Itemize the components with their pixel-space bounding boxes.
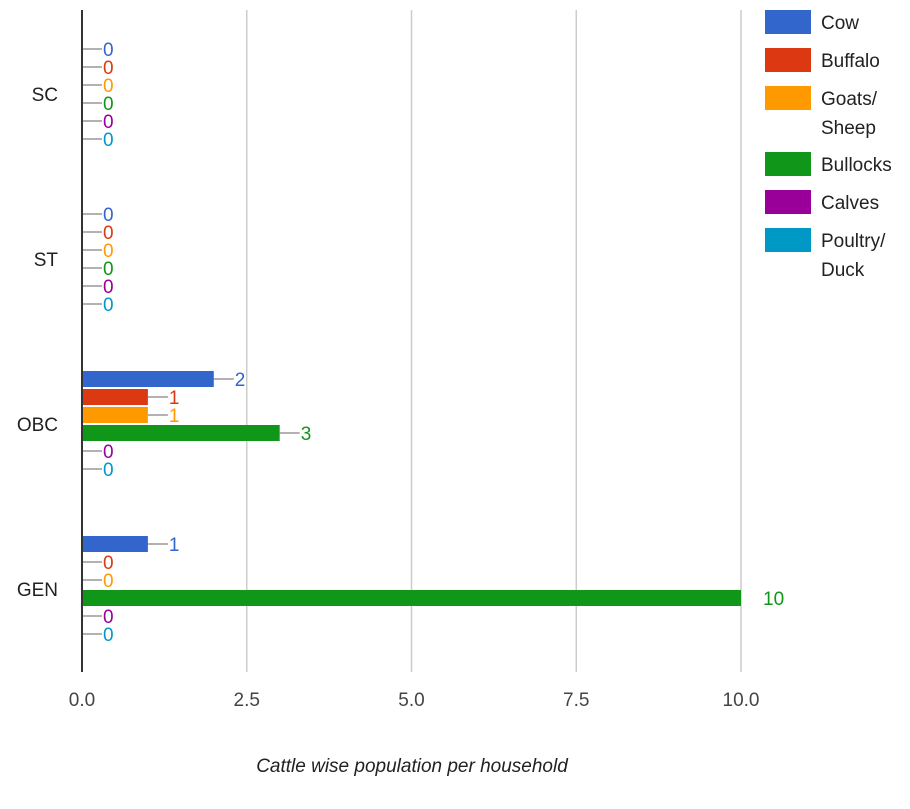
category-label: OBC — [17, 415, 58, 436]
legend-swatch — [765, 10, 811, 34]
category-label: SC — [32, 85, 58, 106]
category-label: GEN — [17, 580, 58, 601]
legend-label: Goats/ — [821, 89, 878, 110]
legend-swatch — [765, 190, 811, 214]
data-label: 1 — [169, 388, 180, 409]
bar[interactable] — [82, 536, 148, 552]
data-label: 0 — [103, 259, 114, 280]
legend[interactable]: Cow Buffalo Goats/Sheep Bullocks Calves Poult… — [765, 10, 892, 281]
data-label: 0 — [103, 205, 114, 226]
bar[interactable] — [82, 425, 280, 441]
legend-swatch — [765, 152, 811, 176]
category-label: ST — [34, 250, 59, 271]
legend-label: Bullocks — [821, 155, 892, 176]
x-axis-title: Cattle wise population per household — [256, 756, 569, 777]
legend-item[interactable]: Poultry/Duck — [765, 228, 886, 281]
data-label: 0 — [103, 442, 114, 463]
data-label: 3 — [301, 424, 312, 445]
legend-item[interactable]: Buffalo — [765, 48, 880, 72]
legend-label: Poultry/ — [821, 231, 886, 252]
bar[interactable] — [82, 407, 148, 423]
legend-label: Calves — [821, 193, 879, 214]
data-label: 0 — [103, 40, 114, 61]
data-label: 0 — [103, 112, 114, 133]
legend-label: Buffalo — [821, 51, 880, 72]
data-label: 0 — [103, 571, 114, 592]
legend-swatch — [765, 86, 811, 110]
legend-label: Sheep — [821, 118, 876, 139]
x-tick-label: 7.5 — [563, 690, 589, 711]
legend-item[interactable]: Goats/Sheep — [765, 86, 878, 139]
x-tick-label: 0.0 — [69, 690, 95, 711]
bar[interactable] — [82, 590, 741, 606]
data-label: 0 — [103, 625, 114, 646]
x-tick-label: 5.0 — [398, 690, 424, 711]
grid-lines — [246, 10, 742, 672]
data-label: 1 — [169, 406, 180, 427]
data-label: 0 — [103, 58, 114, 79]
x-tick-label: 10.0 — [723, 690, 760, 711]
data-label: 0 — [103, 76, 114, 97]
legend-item[interactable]: Cow — [765, 10, 859, 34]
data-label: 0 — [103, 94, 114, 115]
data-label: 0 — [103, 223, 114, 244]
bar[interactable] — [82, 371, 214, 387]
data-label: 0 — [103, 130, 114, 151]
legend-label: Cow — [821, 13, 859, 34]
data-label: 0 — [103, 295, 114, 316]
data-label: 0 — [103, 553, 114, 574]
data-label: 1 — [169, 535, 180, 556]
legend-label: Duck — [821, 260, 865, 281]
legend-swatch — [765, 48, 811, 72]
data-label: 0 — [103, 607, 114, 628]
data-label: 0 — [103, 460, 114, 481]
category-labels: SC ST OBC GEN — [17, 85, 59, 601]
data-label: 10 — [763, 589, 784, 610]
x-tick-labels: 0.0 2.5 5.0 7.5 10.0 — [69, 690, 760, 711]
legend-item[interactable]: Bullocks — [765, 152, 892, 176]
data-label: 0 — [103, 277, 114, 298]
legend-swatch — [765, 228, 811, 252]
legend-item[interactable]: Calves — [765, 190, 879, 214]
x-tick-label: 2.5 — [234, 690, 260, 711]
bar[interactable] — [82, 389, 148, 405]
data-label: 2 — [235, 370, 246, 391]
data-label: 0 — [103, 241, 114, 262]
